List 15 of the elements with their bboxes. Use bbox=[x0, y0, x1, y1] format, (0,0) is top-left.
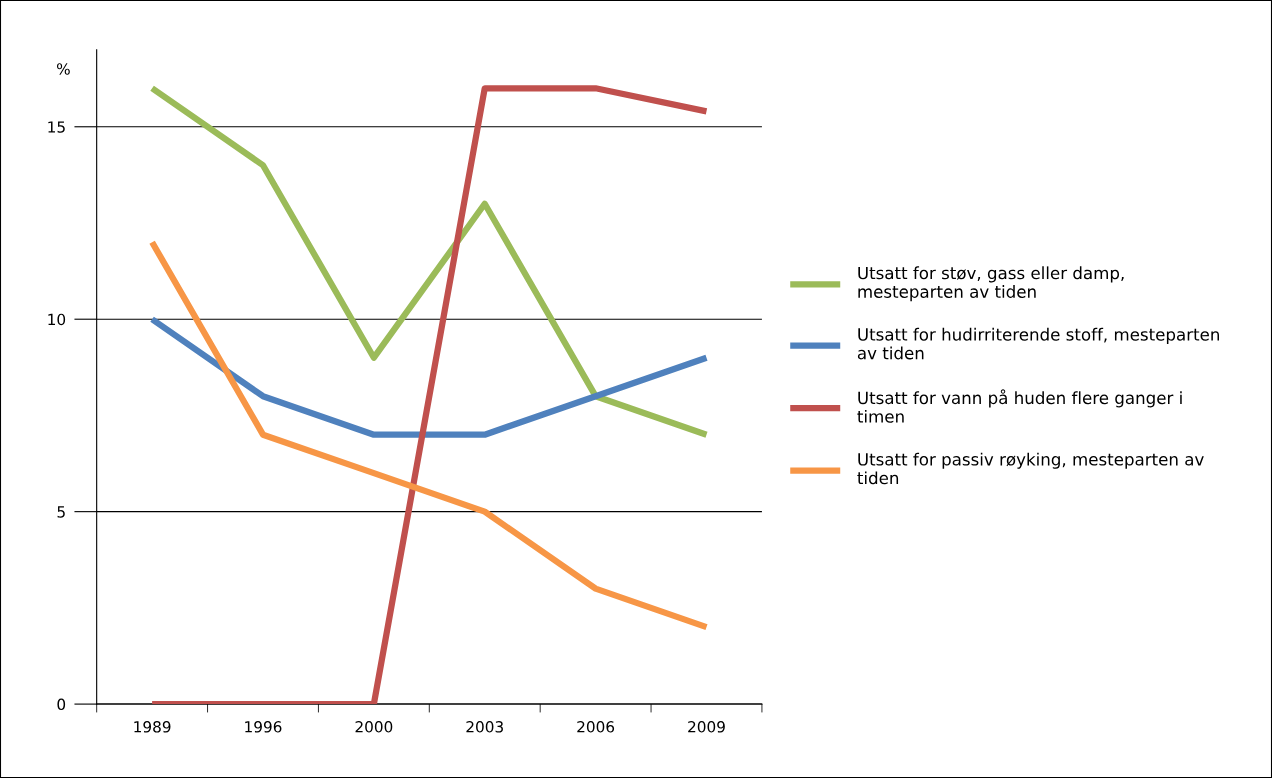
x-tick-label: 2003 bbox=[466, 721, 503, 733]
x-tick-label: 2006 bbox=[577, 721, 615, 733]
legend-label: Utsatt for støv, gass eller damp, mesteparten av tiden bbox=[858, 266, 1124, 302]
legend-label: Utsatt for passiv røyking, mesteparten av tiden bbox=[857, 452, 1204, 485]
legend-label: Utsatt for hudirriterende stoff, mesteparten av tiden bbox=[857, 327, 1219, 360]
y-tick-label: 5 bbox=[57, 506, 65, 518]
y-tick-label: 10 bbox=[48, 313, 66, 326]
y-axis-title: % bbox=[56, 63, 70, 75]
x-tick-label: 1989 bbox=[134, 721, 171, 733]
legend-label: Utsatt for vann på huden flere ganger i timen bbox=[857, 389, 1182, 423]
x-tick-label: 2009 bbox=[688, 721, 725, 733]
y-tick-label: 15 bbox=[48, 121, 65, 133]
x-tick-label: 2000 bbox=[355, 721, 393, 733]
x-tick-label: 1996 bbox=[245, 721, 282, 733]
y-tick-label: 0 bbox=[57, 698, 66, 711]
